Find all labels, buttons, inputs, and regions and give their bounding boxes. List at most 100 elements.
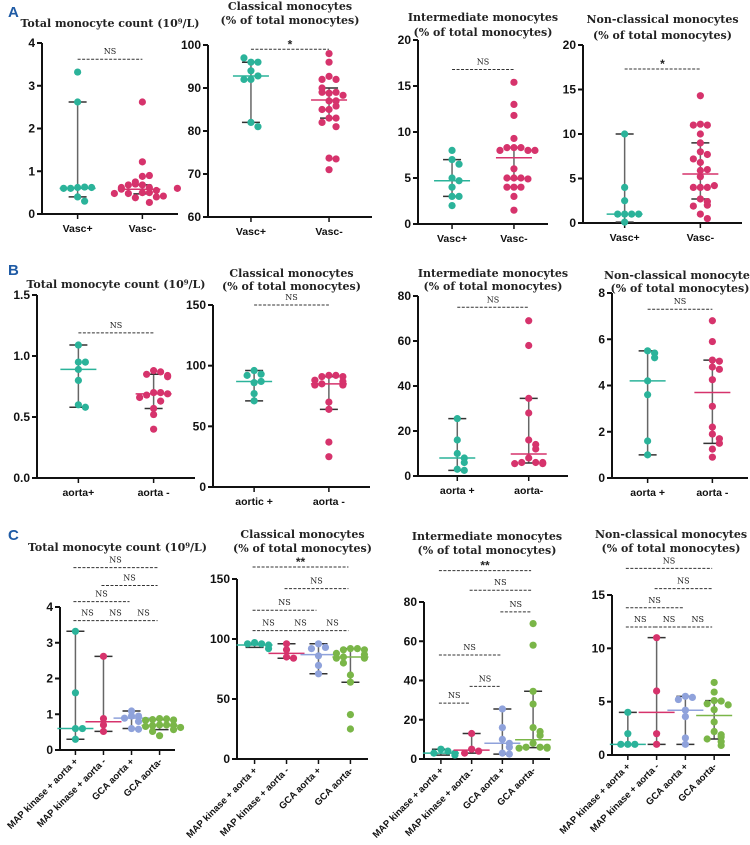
data-point xyxy=(282,640,291,648)
group-3 xyxy=(300,640,337,678)
data-point xyxy=(318,84,326,92)
data-point xyxy=(346,711,355,719)
y-tick-label: 80 xyxy=(188,124,202,138)
data-point xyxy=(152,193,160,201)
group-1 xyxy=(434,146,471,210)
row-label-b: B xyxy=(8,262,19,279)
data-point xyxy=(498,749,506,757)
data-point xyxy=(247,75,255,83)
data-point xyxy=(314,661,323,670)
data-point xyxy=(173,184,181,192)
data-point xyxy=(621,130,629,138)
y-tick-label: 0 xyxy=(598,748,605,762)
data-point xyxy=(710,697,718,705)
y-tick-label: 2 xyxy=(598,425,605,439)
significance-label: NS xyxy=(104,47,116,56)
y-tick-label: 15 xyxy=(563,83,577,97)
data-point xyxy=(311,381,319,389)
data-point xyxy=(688,693,696,702)
data-point xyxy=(157,389,165,397)
group-3 xyxy=(667,692,704,748)
y-tick-label: 0 xyxy=(404,469,411,483)
y-tick-label: 80 xyxy=(404,595,418,609)
y-tick-label: 50 xyxy=(217,692,231,706)
y-tick-label: 0 xyxy=(404,217,411,231)
data-point xyxy=(99,721,108,729)
y-tick-label: 0 xyxy=(569,216,576,230)
significance-label: NS xyxy=(109,609,121,618)
y-tick-label: 5 xyxy=(404,171,411,185)
data-point xyxy=(141,722,150,731)
data-point xyxy=(74,376,82,384)
data-point xyxy=(155,714,164,723)
chart-panel-8: Non-classical monocytes(% of total monoc… xyxy=(598,269,750,499)
chart-title: Total monocyte count (10⁹/L) xyxy=(28,541,207,554)
data-point xyxy=(689,183,697,191)
group-2 xyxy=(135,367,172,433)
x-tick-label: aorta+ xyxy=(62,487,94,499)
y-tick-label: 0.0 xyxy=(13,471,30,485)
chart-title: (% of total monocytes) xyxy=(593,29,732,42)
chart-panel-11: Intermediate monocytes(% of total monocy… xyxy=(371,530,562,841)
group-2 xyxy=(510,317,547,468)
significance-label: NS xyxy=(285,293,297,302)
data-point xyxy=(127,707,136,715)
x-tick-label: aorta + xyxy=(440,485,475,497)
y-tick-label: 4 xyxy=(46,600,53,614)
data-point xyxy=(529,619,537,628)
significance-label: NS xyxy=(509,600,521,609)
significance-label: NS xyxy=(448,691,460,700)
group-1 xyxy=(422,745,459,759)
data-point xyxy=(511,460,519,468)
data-point xyxy=(346,725,355,733)
data-point xyxy=(503,183,511,191)
data-point xyxy=(708,402,716,410)
data-point xyxy=(134,717,143,726)
group-1 xyxy=(439,415,476,474)
data-point xyxy=(321,643,330,652)
data-point xyxy=(681,692,689,700)
data-point xyxy=(524,175,532,183)
data-point xyxy=(696,173,704,181)
data-point xyxy=(134,725,143,733)
data-point xyxy=(157,397,165,405)
data-point xyxy=(138,181,146,189)
chart-title: Intermediate monocytes xyxy=(418,267,568,280)
data-point xyxy=(318,372,326,381)
y-tick-label: 1 xyxy=(28,164,35,178)
data-point xyxy=(529,687,537,695)
significance-label: NS xyxy=(674,297,686,306)
data-point xyxy=(453,465,461,473)
data-point xyxy=(325,58,333,66)
y-tick-label: 10 xyxy=(398,125,412,139)
data-point xyxy=(325,166,333,174)
data-point xyxy=(461,749,469,757)
data-point xyxy=(74,341,82,349)
y-tick-label: 0 xyxy=(410,752,417,766)
data-point xyxy=(681,713,689,721)
chart-title: Non-classical monocytes xyxy=(586,13,738,26)
chart-panel-7: Intermediate monocytes(% of total monocy… xyxy=(398,267,568,497)
data-point xyxy=(88,183,96,192)
data-point xyxy=(314,652,323,660)
group-1 xyxy=(60,341,97,411)
data-point xyxy=(74,183,82,192)
data-point xyxy=(498,724,506,732)
data-point xyxy=(518,458,526,467)
data-point xyxy=(314,640,323,648)
data-point xyxy=(503,144,511,152)
data-point xyxy=(141,716,150,724)
data-point xyxy=(681,740,689,748)
data-point xyxy=(644,451,652,459)
data-point xyxy=(169,726,178,734)
x-tick-label: Vasc- xyxy=(687,232,715,244)
data-point xyxy=(138,158,146,166)
data-point xyxy=(360,654,369,662)
data-point xyxy=(510,183,518,191)
data-point xyxy=(159,192,167,200)
data-point xyxy=(289,654,298,662)
chart-title: Classical monocytes xyxy=(228,0,352,13)
chart-title: Intermediate monocytes xyxy=(412,530,562,543)
chart-title: Total monocyte count (10⁹/L) xyxy=(26,278,205,291)
data-point xyxy=(254,58,262,66)
